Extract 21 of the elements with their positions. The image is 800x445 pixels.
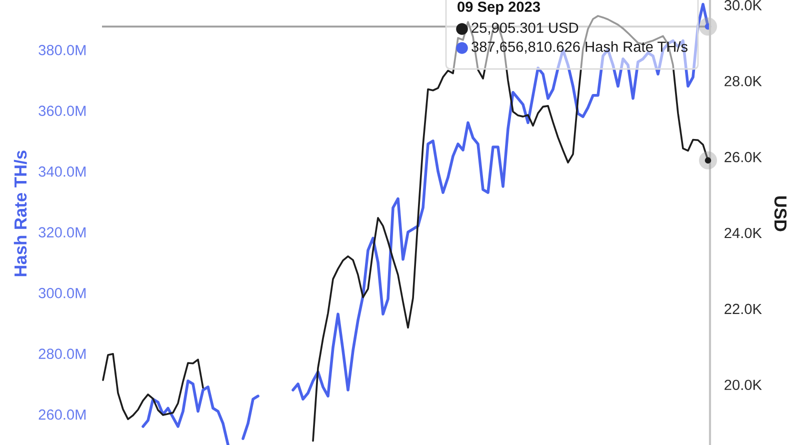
y-tick-label: 380.0M — [38, 44, 86, 56]
y2-tick-label: 20.0K — [724, 380, 762, 390]
y-tick-label: 340.0M — [38, 166, 86, 177]
y2-tick-label: 26.0K — [724, 152, 762, 162]
annotation: 25,905.301 USD — [472, 22, 578, 35]
y-tick-label: 300.0M — [38, 288, 86, 298]
annotation: 09 Sep 2023 — [458, 2, 540, 15]
y2-tick-label: 24.0K — [724, 228, 762, 238]
y-axis-title: Hash Rate TH/s — [14, 150, 27, 276]
y-tick-label: 360.0M — [38, 106, 86, 116]
y2-tick-label: 22.0K — [724, 304, 762, 314]
line-series — [142, 380, 230, 445]
y2-axis-title: USD — [774, 196, 787, 232]
y2-tick-label: 28.0K — [724, 76, 762, 86]
annotation: 387,656,810.626 Hash Rate TH/s — [472, 41, 688, 54]
line-series — [102, 352, 204, 420]
y-tick-label: 260.0M — [38, 409, 86, 420]
line-series — [242, 394, 260, 440]
y2-tick-label: 30.0K — [724, 0, 762, 10]
y-tick-label: 280.0M — [38, 348, 86, 359]
y-tick-label: 320.0M — [38, 227, 86, 238]
